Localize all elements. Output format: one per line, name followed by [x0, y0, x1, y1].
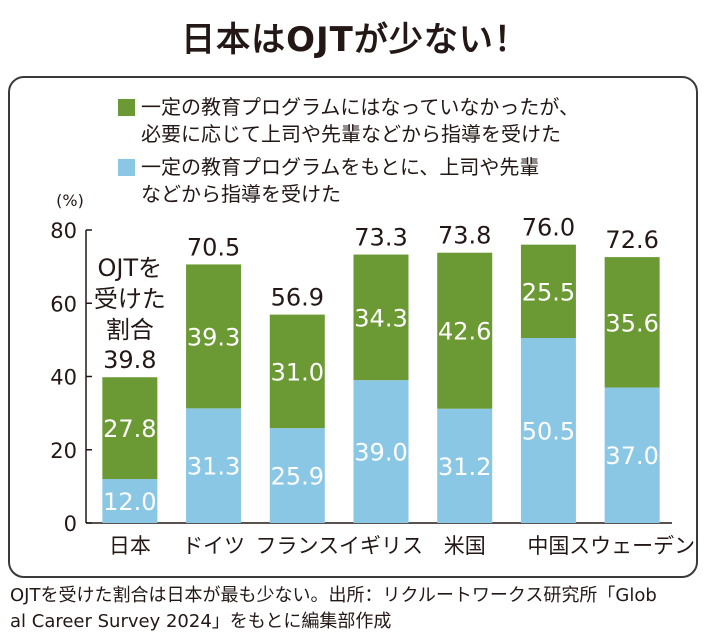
legend-label-blue: 一定の教育プログラムをもとに、上司や先輩 などから指導を受けた — [141, 155, 540, 206]
legend-swatch-blue — [118, 159, 135, 176]
ojt-ratio-caption: OJTを — [98, 254, 163, 282]
x-category-label: スウェーデン — [569, 534, 695, 558]
bar-segment-blue — [604, 387, 660, 523]
bar-segment-blue — [437, 408, 493, 523]
legend-swatch-green — [118, 99, 135, 116]
bar-segment-blue — [186, 408, 242, 523]
bar-segment-blue — [102, 479, 158, 523]
x-category-label: 米国 — [444, 534, 486, 558]
footnote: OJTを受けた割合は日本が最も少ない。出所：リクルートワークス研究所「Glob … — [10, 585, 657, 632]
x-category-label: 日本 — [109, 534, 151, 558]
bar-total-label: 72.6 — [605, 226, 658, 254]
bar-total-label: 39.8 — [103, 346, 156, 374]
bar-segment-green — [520, 244, 576, 339]
bar-total-label: 73.8 — [438, 222, 491, 250]
bar-value-label-blue: 31.2 — [438, 453, 491, 481]
bar-segment-green — [186, 264, 242, 409]
bar-segment-blue — [353, 380, 409, 523]
bar-value-label-green: 35.6 — [605, 309, 658, 337]
bar-value-label-blue: 31.3 — [187, 453, 240, 481]
bar-segment-blue — [520, 338, 576, 523]
y-tick-label: 40 — [50, 366, 77, 390]
ojt-ratio-caption: 受けた — [94, 285, 166, 313]
bar-value-label-green: 39.3 — [187, 323, 240, 351]
bar-value-label-blue: 12.0 — [103, 488, 156, 516]
chart-panel — [8, 76, 698, 578]
bar-segment-green — [604, 257, 660, 388]
bar-total-label: 76.0 — [522, 214, 575, 242]
legend-item-blue: 一定の教育プログラムをもとに、上司や先輩 などから指導を受けた — [118, 154, 579, 208]
legend: 一定の教育プログラムにはなっていなかったが、 必要に応じて上司や先輩などから指導… — [118, 94, 579, 214]
x-category-label: イギリス — [339, 534, 423, 558]
bar-value-label-green: 34.3 — [354, 304, 407, 332]
x-category-label: ドイツ — [182, 534, 245, 558]
bar-value-label-blue: 39.0 — [354, 439, 407, 467]
bar-segment-blue — [269, 428, 325, 523]
bar-value-label-blue: 50.5 — [522, 418, 575, 446]
bar-value-label-green: 31.0 — [271, 358, 324, 386]
x-category-label: 中国 — [527, 534, 569, 558]
ojt-ratio-caption: 割合 — [106, 316, 154, 344]
x-category-label: フランス — [255, 534, 339, 558]
y-tick-label: 0 — [64, 512, 77, 536]
bar-segment-green — [353, 254, 409, 381]
y-axis-unit-label: (%) — [56, 191, 84, 210]
legend-label-green: 一定の教育プログラムにはなっていなかったが、 必要に応じて上司や先輩などから指導… — [141, 95, 579, 146]
bar-value-label-green: 27.8 — [103, 415, 156, 443]
bar-segment-green — [102, 377, 158, 480]
bar-segment-green — [437, 252, 493, 409]
bar-total-label: 70.5 — [187, 233, 240, 261]
bar-value-label-green: 42.6 — [438, 318, 491, 346]
y-tick-label: 80 — [50, 219, 77, 243]
bar-total-label: 73.3 — [354, 224, 407, 252]
bar-value-label-blue: 37.0 — [605, 442, 658, 470]
bar-total-label: 56.9 — [271, 284, 324, 312]
legend-item-green: 一定の教育プログラムにはなっていなかったが、 必要に応じて上司や先輩などから指導… — [118, 94, 579, 148]
y-tick-label: 60 — [50, 292, 77, 316]
y-tick-label: 20 — [50, 439, 77, 463]
bar-value-label-green: 25.5 — [522, 278, 575, 306]
chart-title: 日本はOJTが少ない！ — [181, 20, 529, 60]
bar-segment-green — [269, 314, 325, 429]
bar-value-label-blue: 25.9 — [271, 463, 324, 491]
